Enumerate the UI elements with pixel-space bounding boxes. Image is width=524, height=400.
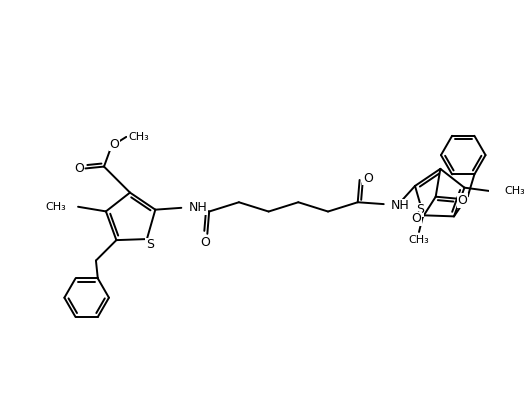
Text: S: S xyxy=(416,203,424,216)
Text: CH₃: CH₃ xyxy=(45,202,66,212)
Text: O: O xyxy=(457,194,467,207)
Text: O: O xyxy=(363,172,373,185)
Text: O: O xyxy=(74,162,84,175)
Text: O: O xyxy=(411,212,421,226)
Text: CH₃: CH₃ xyxy=(505,186,524,196)
Text: S: S xyxy=(146,238,154,251)
Text: NH: NH xyxy=(391,200,410,212)
Text: NH: NH xyxy=(189,201,208,214)
Text: O: O xyxy=(110,138,119,151)
Text: CH₃: CH₃ xyxy=(128,132,149,142)
Text: CH₃: CH₃ xyxy=(409,235,429,245)
Text: O: O xyxy=(201,236,211,249)
